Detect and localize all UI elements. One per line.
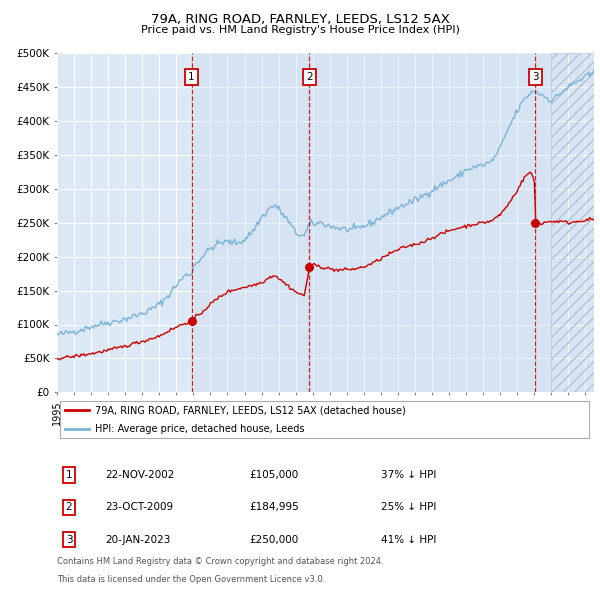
Bar [310, 53, 535, 392]
Text: 25% ↓ HPI: 25% ↓ HPI [381, 503, 436, 512]
Text: 79A, RING ROAD, FARNLEY, LEEDS, LS12 5AX: 79A, RING ROAD, FARNLEY, LEEDS, LS12 5AX [151, 13, 449, 26]
Text: 1: 1 [65, 470, 73, 480]
Text: 41% ↓ HPI: 41% ↓ HPI [381, 535, 436, 545]
Text: 37% ↓ HPI: 37% ↓ HPI [381, 470, 436, 480]
Text: Contains HM Land Registry data © Crown copyright and database right 2024.: Contains HM Land Registry data © Crown c… [57, 558, 383, 566]
Text: 79A, RING ROAD, FARNLEY, LEEDS, LS12 5AX (detached house): 79A, RING ROAD, FARNLEY, LEEDS, LS12 5AX… [95, 405, 406, 415]
Text: This data is licensed under the Open Government Licence v3.0.: This data is licensed under the Open Gov… [57, 575, 325, 584]
Text: 3: 3 [65, 535, 73, 545]
Text: 20-JAN-2023: 20-JAN-2023 [105, 535, 170, 545]
Text: HPI: Average price, detached house, Leeds: HPI: Average price, detached house, Leed… [95, 424, 304, 434]
Text: 2: 2 [306, 72, 313, 82]
FancyBboxPatch shape [59, 401, 589, 438]
Text: 2: 2 [65, 503, 73, 512]
Text: 23-OCT-2009: 23-OCT-2009 [105, 503, 173, 512]
Text: £184,995: £184,995 [249, 503, 299, 512]
Text: 3: 3 [532, 72, 539, 82]
Bar [551, 53, 594, 392]
Bar [57, 53, 191, 392]
Bar [191, 53, 310, 392]
Text: 22-NOV-2002: 22-NOV-2002 [105, 470, 175, 480]
Text: 1: 1 [188, 72, 195, 82]
Bar [535, 53, 551, 392]
Text: £250,000: £250,000 [249, 535, 298, 545]
Text: £105,000: £105,000 [249, 470, 298, 480]
Text: Price paid vs. HM Land Registry's House Price Index (HPI): Price paid vs. HM Land Registry's House … [140, 25, 460, 35]
